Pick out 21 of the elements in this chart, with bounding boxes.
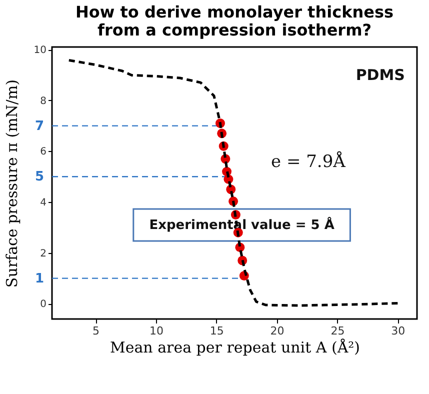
y-tick-label: 8 <box>40 96 46 107</box>
ref-line-label: 1 <box>34 271 44 286</box>
x-tick-label: 20 <box>270 324 284 338</box>
x-tick-label: 25 <box>330 324 345 338</box>
ref-line-label: 7 <box>34 118 44 134</box>
chart-title: How to derive monolayer thickness from a compression isotherm? <box>76 2 394 40</box>
annotation: e = 7.9Å <box>271 151 346 172</box>
x-tick-label: 10 <box>149 324 164 338</box>
annotation: Experimental value = 5 Å <box>149 216 334 233</box>
y-axis-title: Surface pressure π (mN/m) <box>2 79 21 288</box>
y-tick-label: 0 <box>40 299 46 310</box>
y-tick-label: 10 <box>34 45 46 56</box>
annotation: PDMS <box>356 66 405 84</box>
x-tick-label: 15 <box>210 324 224 338</box>
ref-line-label: 5 <box>34 170 44 185</box>
x-axis-title: Mean area per repeat unit A (Å²) <box>110 338 360 356</box>
x-tick-label: 5 <box>92 324 100 338</box>
x-tick-label: 30 <box>391 324 406 338</box>
y-tick-label: 2 <box>40 248 46 260</box>
y-tick-label: 4 <box>40 198 46 209</box>
y-tick-label: 6 <box>40 146 46 158</box>
